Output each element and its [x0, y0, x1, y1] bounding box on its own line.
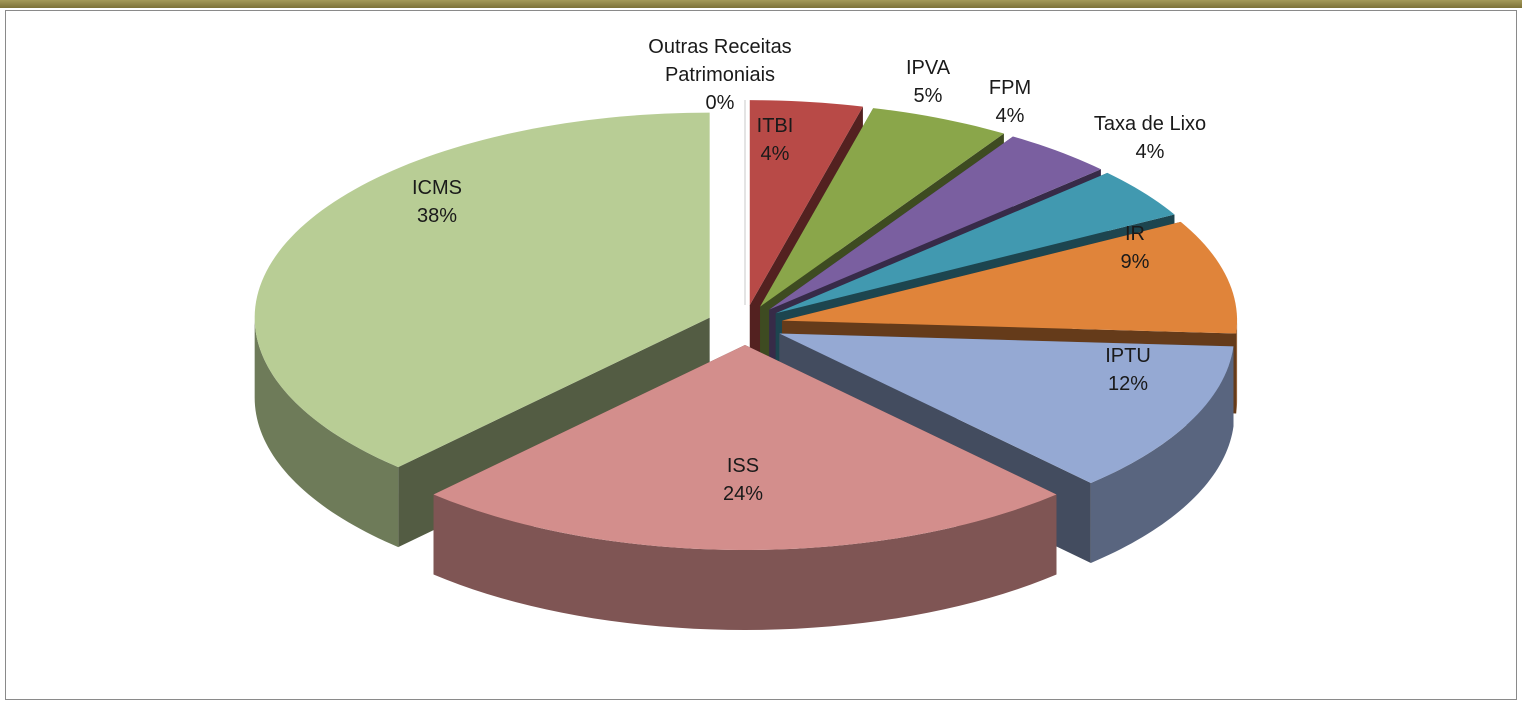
- slice-group: [433, 345, 1057, 630]
- pie-slice: [254, 112, 710, 468]
- data-label: Outras Receitas Patrimoniais 0%: [630, 33, 810, 117]
- category-label: ITBI: [756, 115, 794, 137]
- category-label: Taxa de Lixo: [1093, 113, 1207, 135]
- data-label: ITBI 4%: [745, 112, 805, 168]
- pie-slice: [760, 108, 1004, 307]
- slice-side: [433, 494, 1057, 630]
- pie-slice: [775, 172, 1175, 314]
- value-label: 38%: [416, 205, 458, 227]
- slice-side: [1090, 346, 1234, 563]
- pie-slice: [779, 333, 1234, 483]
- data-label: FPM 4%: [970, 74, 1050, 130]
- data-label: IR 9%: [1105, 220, 1165, 276]
- value-label: 4%: [1135, 141, 1165, 163]
- data-label: Taxa de Lixo 4%: [1070, 110, 1230, 166]
- data-label: IPVA 5%: [888, 54, 968, 110]
- value-label: 0%: [705, 92, 735, 114]
- pie-slice: [749, 100, 863, 306]
- category-label: ISS: [726, 455, 760, 477]
- data-label: ICMS 38%: [397, 174, 477, 230]
- pie-slice: [782, 221, 1238, 334]
- value-label: 12%: [1107, 373, 1149, 395]
- category-label: IPTU: [1105, 345, 1151, 367]
- data-label: IPTU 12%: [1088, 342, 1168, 398]
- slice-side: [1236, 320, 1238, 414]
- value-label: 5%: [913, 85, 943, 107]
- value-label: 4%: [760, 143, 790, 165]
- category-label: FPM: [988, 77, 1032, 99]
- data-label: ISS 24%: [703, 452, 783, 508]
- header-bar: [0, 0, 1522, 8]
- category-label: IR: [1125, 223, 1145, 245]
- value-label: 24%: [722, 483, 764, 505]
- slice-side: [254, 317, 399, 548]
- pie-slice: [433, 345, 1057, 550]
- category-label: ICMS: [412, 177, 462, 199]
- pie-slice: [769, 136, 1101, 310]
- category-label: IPVA: [905, 57, 951, 79]
- category-label: Outras Receitas Patrimoniais: [648, 36, 792, 86]
- value-label: 9%: [1120, 251, 1150, 273]
- value-label: 4%: [995, 105, 1025, 127]
